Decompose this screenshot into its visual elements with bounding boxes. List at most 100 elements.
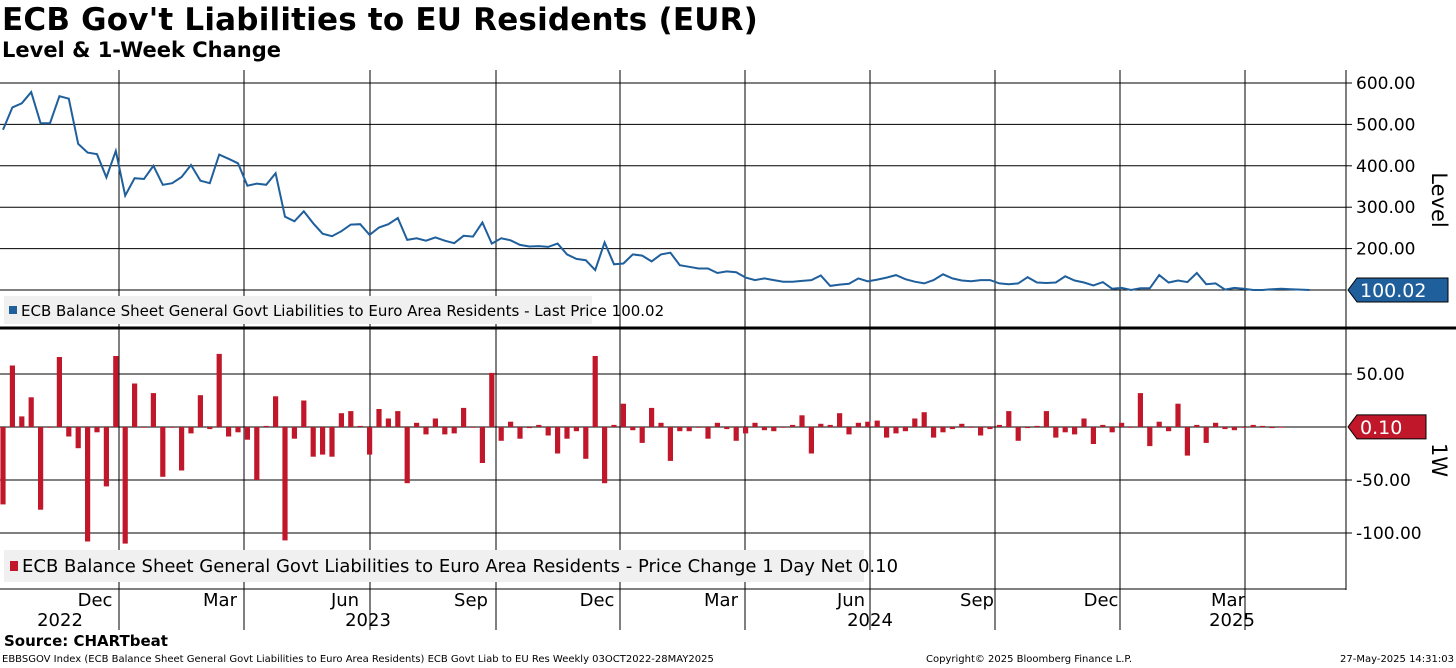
change-bar-39 (367, 427, 373, 455)
change-bar-34 (320, 427, 326, 455)
change-last-price-marker: 0.10 (1347, 414, 1427, 440)
change-bar-89 (837, 413, 843, 427)
change-bar-44 (414, 422, 420, 427)
change-bar-65 (611, 424, 617, 427)
change-bar-129 (1213, 422, 1219, 427)
x-tick-label-5: Mar (704, 590, 739, 611)
x-tick-label-3: Sep (454, 590, 488, 611)
level-panel: ECB Balance Sheet General Govt Liabiliti… (0, 74, 1451, 324)
change-bar-74 (696, 427, 702, 428)
x-tick-label-6: Jun (836, 590, 865, 611)
change-bar-134 (1260, 425, 1266, 427)
change-bar-47 (442, 427, 448, 435)
change-bar-87 (818, 423, 824, 427)
level-last-price-label: 100.02 (1360, 280, 1426, 302)
change-y-axis-ticks: 50.00 -50.00 -100.00 (1346, 365, 1422, 544)
change-bar-26 (244, 427, 250, 440)
change-bar-38 (357, 425, 363, 427)
change-tick-label-0: 50.00 (1356, 365, 1405, 385)
x-axis-month-labels: Dec Mar Jun Sep Dec Mar Jun Sep Dec Mar (78, 590, 1246, 611)
change-bar-125 (1175, 403, 1181, 427)
change-bar-21 (197, 395, 203, 427)
vertical-gridlines (118, 70, 1246, 630)
change-bar-88 (827, 424, 833, 427)
change-bar-54 (508, 421, 514, 427)
level-tick-label-4: 200.00 (1356, 240, 1415, 260)
source-label: Source: CHARTbeat (4, 632, 168, 650)
change-bar-29 (273, 396, 279, 427)
change-bar-51 (479, 427, 485, 463)
change-bar-63 (592, 356, 598, 427)
change-bar-108 (1015, 427, 1021, 441)
change-bar-105 (987, 427, 993, 430)
change-bar-3 (28, 397, 34, 427)
change-bar-119 (1119, 422, 1125, 427)
change-bar-128 (1203, 427, 1209, 443)
change-bar-130 (1222, 427, 1228, 430)
change-bar-132 (1241, 427, 1247, 428)
change-bar-98 (921, 412, 927, 427)
change-bar-43 (404, 427, 410, 484)
change-bar-111 (1043, 411, 1049, 427)
change-bar-127 (1194, 424, 1200, 427)
change-bar-70 (658, 422, 664, 427)
change-bar-9 (85, 427, 91, 542)
change-bar-64 (602, 427, 608, 484)
change-bar-58 (545, 427, 551, 436)
change-bar-75 (705, 427, 711, 439)
level-legend-swatch (9, 306, 17, 314)
change-bar-91 (855, 422, 861, 427)
change-bar-68 (639, 427, 645, 443)
change-bar-116 (1090, 427, 1096, 444)
change-bar-84 (790, 424, 796, 427)
change-bar-45 (423, 427, 429, 435)
change-bar-118 (1109, 427, 1115, 433)
change-bar-4 (38, 427, 44, 510)
change-horizontal-gridlines (0, 373, 1346, 534)
change-bar-82 (771, 427, 777, 432)
change-bar-57 (536, 424, 542, 427)
change-bar-23 (216, 353, 222, 427)
change-bar-20 (188, 427, 194, 434)
change-bar-92 (865, 421, 871, 427)
x-tick-label-8: Dec (1084, 590, 1119, 611)
change-bar-18 (169, 427, 175, 428)
change-bar-135 (1269, 427, 1275, 429)
change-bar-99 (931, 427, 937, 438)
level-tick-label-1: 500.00 (1356, 115, 1415, 135)
change-bar-101 (949, 427, 955, 430)
change-bar-76 (714, 422, 720, 427)
change-bar-13 (122, 427, 128, 544)
change-bar-109 (1025, 427, 1031, 429)
change-bar-78 (733, 427, 739, 441)
change-bar-81 (761, 427, 767, 431)
change-bar-17 (160, 427, 166, 477)
x-year-label-0: 2022 (37, 610, 83, 631)
change-bar-62 (583, 427, 589, 459)
x-tick-label-2: Jun (330, 590, 359, 611)
change-bar-80 (752, 422, 758, 427)
change-bar-15 (141, 427, 147, 428)
change-bar-61 (573, 427, 579, 432)
change-bar-77 (724, 427, 730, 430)
footer-timestamp: 27-May-2025 14:31:03 (1340, 654, 1454, 665)
change-bar-121 (1137, 393, 1143, 427)
change-bar-69 (649, 407, 655, 427)
change-bar-102 (959, 423, 965, 427)
change-bar-32 (301, 400, 307, 427)
change-bar-107 (1006, 411, 1012, 427)
level-horizontal-gridlines (0, 82, 1346, 291)
change-bar-73 (686, 427, 692, 432)
change-bar-8 (75, 427, 81, 449)
level-legend-box (4, 296, 592, 324)
x-year-label-2: 2024 (847, 610, 893, 631)
change-bar-27 (254, 427, 260, 480)
change-bar-36 (338, 413, 344, 427)
level-y-axis-label: Level (1427, 172, 1451, 227)
change-y-axis-label: 1W (1427, 443, 1451, 477)
change-bar-110 (1034, 425, 1040, 427)
change-bar-124 (1166, 427, 1172, 432)
x-year-label-3: 2025 (1209, 610, 1255, 631)
change-bar-90 (846, 427, 852, 435)
change-bar-5 (47, 427, 53, 428)
